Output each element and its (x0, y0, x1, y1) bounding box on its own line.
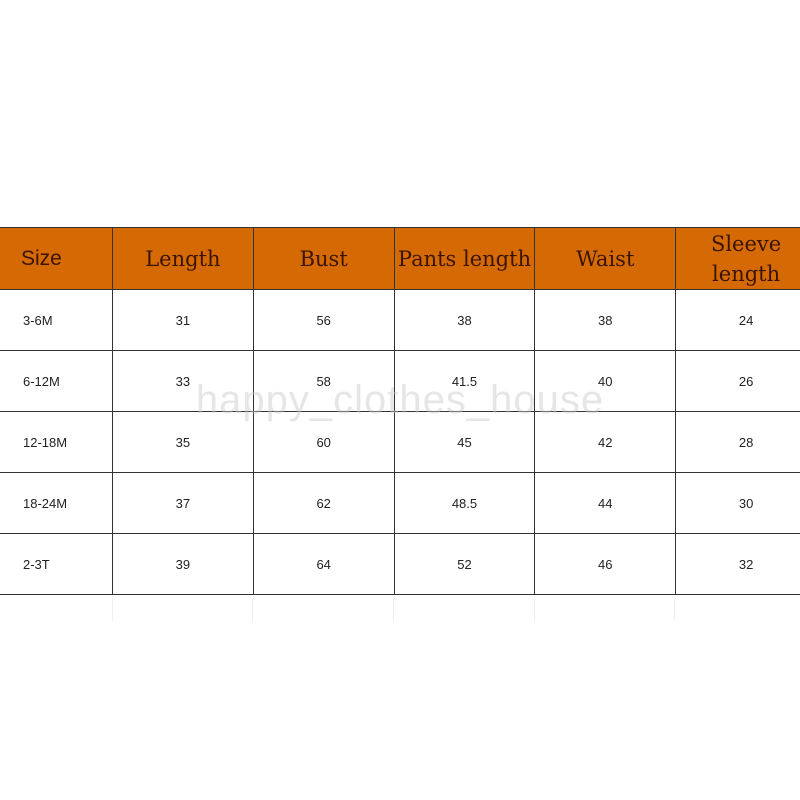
value-cell: 40 (534, 350, 677, 412)
value-cell: 62 (252, 472, 395, 534)
gridline-tails (0, 599, 800, 621)
value-cell: 41.5 (393, 350, 536, 412)
header-size: Size (0, 227, 113, 290)
value-cell: 31 (112, 289, 254, 351)
header-sleeve-length: Sleeve length (675, 227, 800, 290)
value-cell: 39 (112, 533, 254, 595)
value-cell: 64 (252, 533, 395, 595)
size-cell: 12-18M (0, 411, 113, 473)
size-cell: 18-24M (0, 472, 113, 534)
value-cell: 56 (252, 289, 395, 351)
value-cell: 45 (393, 411, 536, 473)
header-length: Length (112, 227, 254, 290)
size-cell: 6-12M (0, 350, 113, 412)
value-cell: 48.5 (393, 472, 536, 534)
header-waist: Waist (534, 227, 677, 290)
value-cell: 42 (534, 411, 677, 473)
value-cell: 38 (534, 289, 677, 351)
value-cell: 52 (393, 533, 536, 595)
value-cell: 38 (393, 289, 536, 351)
table-row: 6-12M 33 58 41.5 40 26 (0, 350, 800, 412)
value-cell: 30 (675, 472, 800, 534)
size-chart-table: Size Length Bust Pants length Waist Slee… (0, 227, 800, 595)
value-cell: 37 (112, 472, 254, 534)
value-cell: 35 (112, 411, 254, 473)
table-row: 3-6M 31 56 38 38 24 (0, 289, 800, 351)
header-pants-length: Pants length (393, 227, 536, 290)
value-cell: 32 (675, 533, 800, 595)
value-cell: 24 (675, 289, 800, 351)
value-cell: 26 (675, 350, 800, 412)
watermark: happy_clothes_house (195, 378, 605, 422)
table-row: 12-18M 35 60 45 42 28 (0, 411, 800, 473)
value-cell: 44 (534, 472, 677, 534)
value-cell: 46 (534, 533, 677, 595)
size-cell: 2-3T (0, 533, 113, 595)
size-cell: 3-6M (0, 289, 113, 351)
header-bust: Bust (252, 227, 395, 290)
table-row: 18-24M 37 62 48.5 44 30 (0, 472, 800, 534)
header-row: Size Length Bust Pants length Waist Slee… (0, 227, 800, 290)
table-row: 2-3T 39 64 52 46 32 (0, 533, 800, 595)
